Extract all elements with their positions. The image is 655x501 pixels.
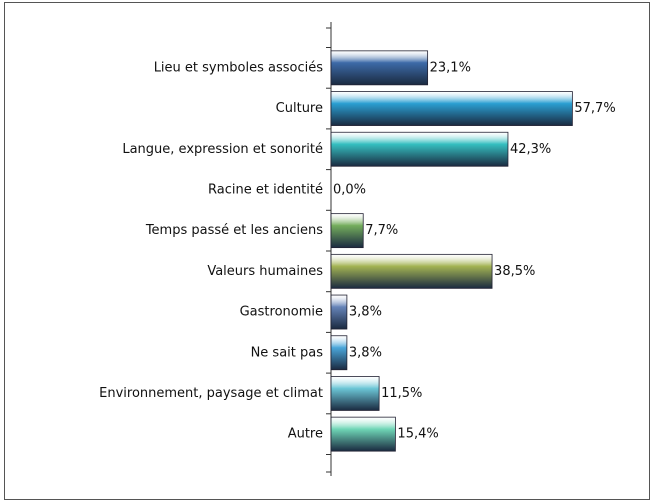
- value-label: 11,5%: [381, 386, 422, 401]
- bar: [330, 91, 573, 126]
- bar: [330, 131, 509, 167]
- bar: [330, 335, 348, 371]
- value-label: 3,8%: [349, 345, 382, 360]
- y-tick-label: Culture: [276, 101, 323, 116]
- bar: [330, 253, 493, 289]
- bar: [330, 294, 348, 330]
- value-label: 7,7%: [365, 223, 398, 238]
- value-label: 38,5%: [494, 264, 535, 279]
- bar: [330, 50, 429, 86]
- value-label: 57,7%: [574, 101, 615, 116]
- bar: [330, 376, 380, 411]
- y-tick-label: Ne sait pas: [251, 345, 324, 360]
- value-label: 3,8%: [349, 305, 382, 320]
- y-tick-label: Langue, expression et sonorité: [122, 142, 323, 157]
- value-label: 0,0%: [333, 182, 366, 197]
- y-tick-label: Gastronomie: [240, 305, 323, 320]
- y-tick-label: Temps passé et les anciens: [145, 223, 323, 238]
- value-label: 42,3%: [510, 142, 551, 157]
- y-tick-label: Autre: [288, 427, 323, 442]
- bar: [330, 213, 364, 249]
- value-label: 23,1%: [430, 60, 471, 75]
- y-tick-label: Racine et identité: [208, 182, 323, 197]
- bar: [330, 416, 396, 452]
- value-label: 15,4%: [397, 427, 438, 442]
- y-tick-label: Valeurs humaines: [207, 264, 323, 279]
- y-tick-label: Environnement, paysage et climat: [99, 386, 323, 401]
- y-tick-label: Lieu et symboles associés: [154, 60, 324, 75]
